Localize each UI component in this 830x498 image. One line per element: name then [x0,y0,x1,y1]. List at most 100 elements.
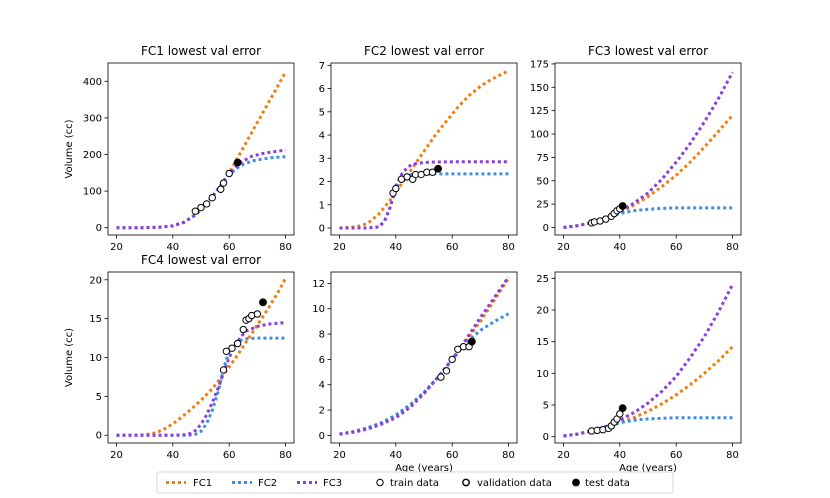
train-point [442,367,451,375]
train-point [228,344,236,352]
panel-4: 20 40 60 80 0 5 10 15 20 FC4 lowest val error Volu… [64,253,295,461]
train-point [217,185,225,193]
y-tick-label: 125 [530,106,549,117]
x-tick-label: 40 [166,242,179,253]
legend-item-2: FC2 [232,478,277,489]
test-point [468,337,476,346]
y-tick-label: 50 [536,176,549,187]
train-point [448,355,456,364]
series-line-fc2 [116,336,286,437]
legend-item-3: FC3 [297,478,342,489]
legend-label: train data [390,478,439,489]
panel-6: 20 40 60 80 0 5 10 15 20 25 Age (years) [536,271,742,474]
y-tick-label: 1 [319,200,325,211]
x-tick-label: 40 [389,450,402,461]
x-tick-label: 60 [223,450,236,461]
train-point [437,373,445,381]
series-line-fc2 [116,155,286,230]
legend-label: validation data [477,478,552,489]
legend-item-1: FC1 [166,478,212,489]
train-point [239,325,247,334]
x-tick-label: 60 [223,242,236,253]
x-tick-label: 20 [110,450,123,461]
x-tick-label: 40 [613,242,626,253]
x-tick-label: 80 [279,242,292,253]
x-tick-label: 80 [279,450,292,461]
y-tick-label: 75 [536,153,549,164]
y-tick-label: 25 [536,200,549,211]
x-tick-label: 60 [670,242,683,253]
train-point [197,203,205,212]
x-axis-label: Age (years) [619,463,677,474]
train-point [219,366,228,374]
y-tick-label: 400 [83,77,102,88]
y-tick-label: 0 [96,431,102,442]
series-line-fc1 [339,277,510,436]
y-tick-label: 2 [319,177,325,188]
train-point [233,339,242,348]
y-tick-label: 100 [530,130,549,141]
axes-frame [107,62,295,236]
x-tick-label: 60 [446,450,459,461]
panel-3: 20 40 60 80 0 25 50 75 100 125 150 175 FC3 lowest va… [530,44,742,253]
series-line-fc3 [116,148,286,230]
train-point [602,215,610,223]
axes-frame [330,271,518,444]
train-point [222,347,231,355]
y-tick-label: 8 [319,330,325,341]
test-point [434,164,442,173]
y-tick-label: 0 [319,431,325,442]
x-tick-label: 40 [389,242,402,253]
x-tick-label: 80 [726,242,739,253]
legend-label: FC3 [323,478,342,489]
y-tick-label: 6 [319,84,325,95]
y-tick-label: 25 [536,274,549,285]
y-tick-label: 15 [536,337,549,348]
y-tick-label: 0 [543,223,549,234]
panel-title: FC2 lowest val error [364,44,484,58]
y-tick-label: 5 [96,392,102,403]
legend-marker [376,478,384,487]
test-point [259,298,267,307]
y-tick-label: 15 [89,314,102,325]
x-axis-label: Age (years) [395,463,453,474]
series-line-fc3 [563,284,734,438]
train-point [219,179,228,187]
train-point [208,193,216,202]
legend-item-6: test data [572,478,630,489]
panel-5: 20 40 60 80 0 2 4 6 8 10 12 Age (years) [312,271,518,474]
y-tick-label: 5 [319,107,325,118]
series-line-fc3 [339,276,510,436]
x-tick-label: 20 [110,242,123,253]
legend-marker [572,478,580,487]
y-tick-label: 5 [543,401,549,412]
panel-title: FC3 lowest val error [588,44,708,58]
y-tick-label: 0 [543,432,549,443]
panel-2: 20 40 60 80 0 1 2 3 4 5 6 7 FC2 lowest val error [319,44,518,253]
legend-item-4: train data [376,478,439,489]
x-tick-label: 60 [446,242,459,253]
series-line-fc1 [563,114,734,229]
panel-title: FC4 lowest val error [141,253,261,267]
y-tick-label: 10 [312,304,325,315]
y-tick-label: 175 [530,59,549,70]
legend-item-5: validation data [462,478,552,489]
axes-frame [107,271,295,444]
test-point [618,404,627,413]
y-tick-label: 10 [536,369,549,380]
y-tick-label: 300 [83,113,102,124]
series-line-fc1 [116,277,287,437]
y-tick-label: 4 [319,380,325,391]
train-point [202,200,211,208]
y-tick-label: 7 [319,61,325,72]
y-tick-label: 0 [96,223,102,234]
x-tick-label: 20 [557,450,570,461]
y-tick-label: 6 [319,355,325,366]
x-tick-label: 40 [613,450,626,461]
legend-label: FC2 [258,478,277,489]
x-tick-label: 80 [502,242,515,253]
x-tick-label: 80 [726,450,739,461]
train-point [428,168,437,176]
y-tick-label: 0 [319,224,325,235]
